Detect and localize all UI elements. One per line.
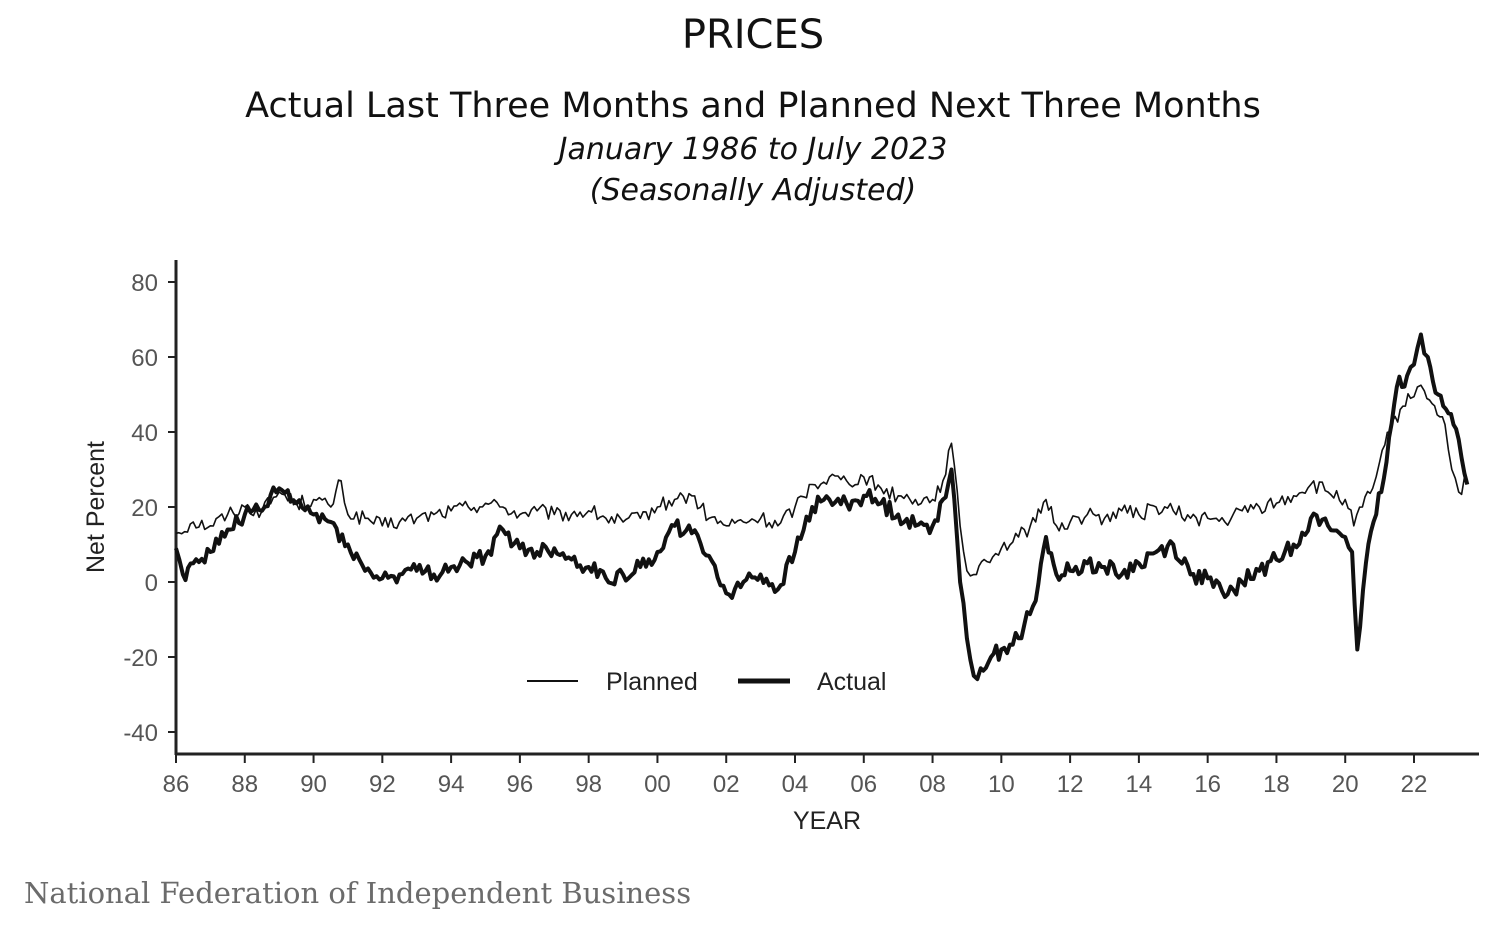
legend: Planned Actual xyxy=(527,668,886,696)
x-tick-label: 90 xyxy=(300,771,327,798)
y-tick-label: 0 xyxy=(145,570,158,597)
source-credit: National Federation of Independent Busin… xyxy=(24,876,692,910)
x-tick-label: 04 xyxy=(782,771,809,798)
x-tick-label: 92 xyxy=(369,771,396,798)
x-tick-label: 00 xyxy=(644,771,671,798)
x-tick-label: 22 xyxy=(1401,771,1428,798)
x-axis-label: YEAR xyxy=(793,807,861,835)
chart-title: PRICES xyxy=(681,12,825,58)
x-tick-label: 14 xyxy=(1126,771,1153,798)
legend-label-planned: Planned xyxy=(606,668,698,696)
y-tick-label: -40 xyxy=(123,720,158,747)
x-tick-label: 16 xyxy=(1194,771,1221,798)
y-axis-ticks: -40 -20 0 20 40 60 80 xyxy=(123,270,176,747)
y-axis-label: Net Percent xyxy=(82,441,110,573)
x-axis-ticks: 86 88 90 92 94 96 98 00 02 04 06 08 10 12 14 16 18 20 22 xyxy=(163,755,1428,798)
date-range-caption: January 1986 to July 2023 xyxy=(558,132,948,167)
x-tick-label: 08 xyxy=(919,771,946,798)
y-tick-label: -20 xyxy=(123,645,158,672)
y-tick-label: 80 xyxy=(131,270,158,297)
x-tick-label: 18 xyxy=(1263,771,1290,798)
legend-label-actual: Actual xyxy=(817,668,886,696)
x-tick-label: 20 xyxy=(1332,771,1359,798)
series-layer xyxy=(174,332,1470,682)
x-tick-label: 94 xyxy=(438,771,465,798)
y-tick-label: 20 xyxy=(131,495,158,522)
series-line-actual xyxy=(174,332,1470,682)
x-tick-label: 88 xyxy=(231,771,258,798)
chart-subtitle: Actual Last Three Months and Planned Nex… xyxy=(245,86,1261,126)
y-tick-label: 40 xyxy=(131,420,158,447)
x-tick-label: 12 xyxy=(1057,771,1084,798)
x-tick-label: 02 xyxy=(713,771,740,798)
x-tick-label: 10 xyxy=(988,771,1015,798)
x-tick-label: 96 xyxy=(507,771,534,798)
x-tick-label: 06 xyxy=(850,771,877,798)
y-tick-label: 60 xyxy=(131,345,158,372)
series-line-planned xyxy=(175,384,1468,577)
adjustment-caption: (Seasonally Adjusted) xyxy=(589,173,917,208)
x-tick-label: 86 xyxy=(163,771,190,798)
x-tick-label: 98 xyxy=(575,771,602,798)
